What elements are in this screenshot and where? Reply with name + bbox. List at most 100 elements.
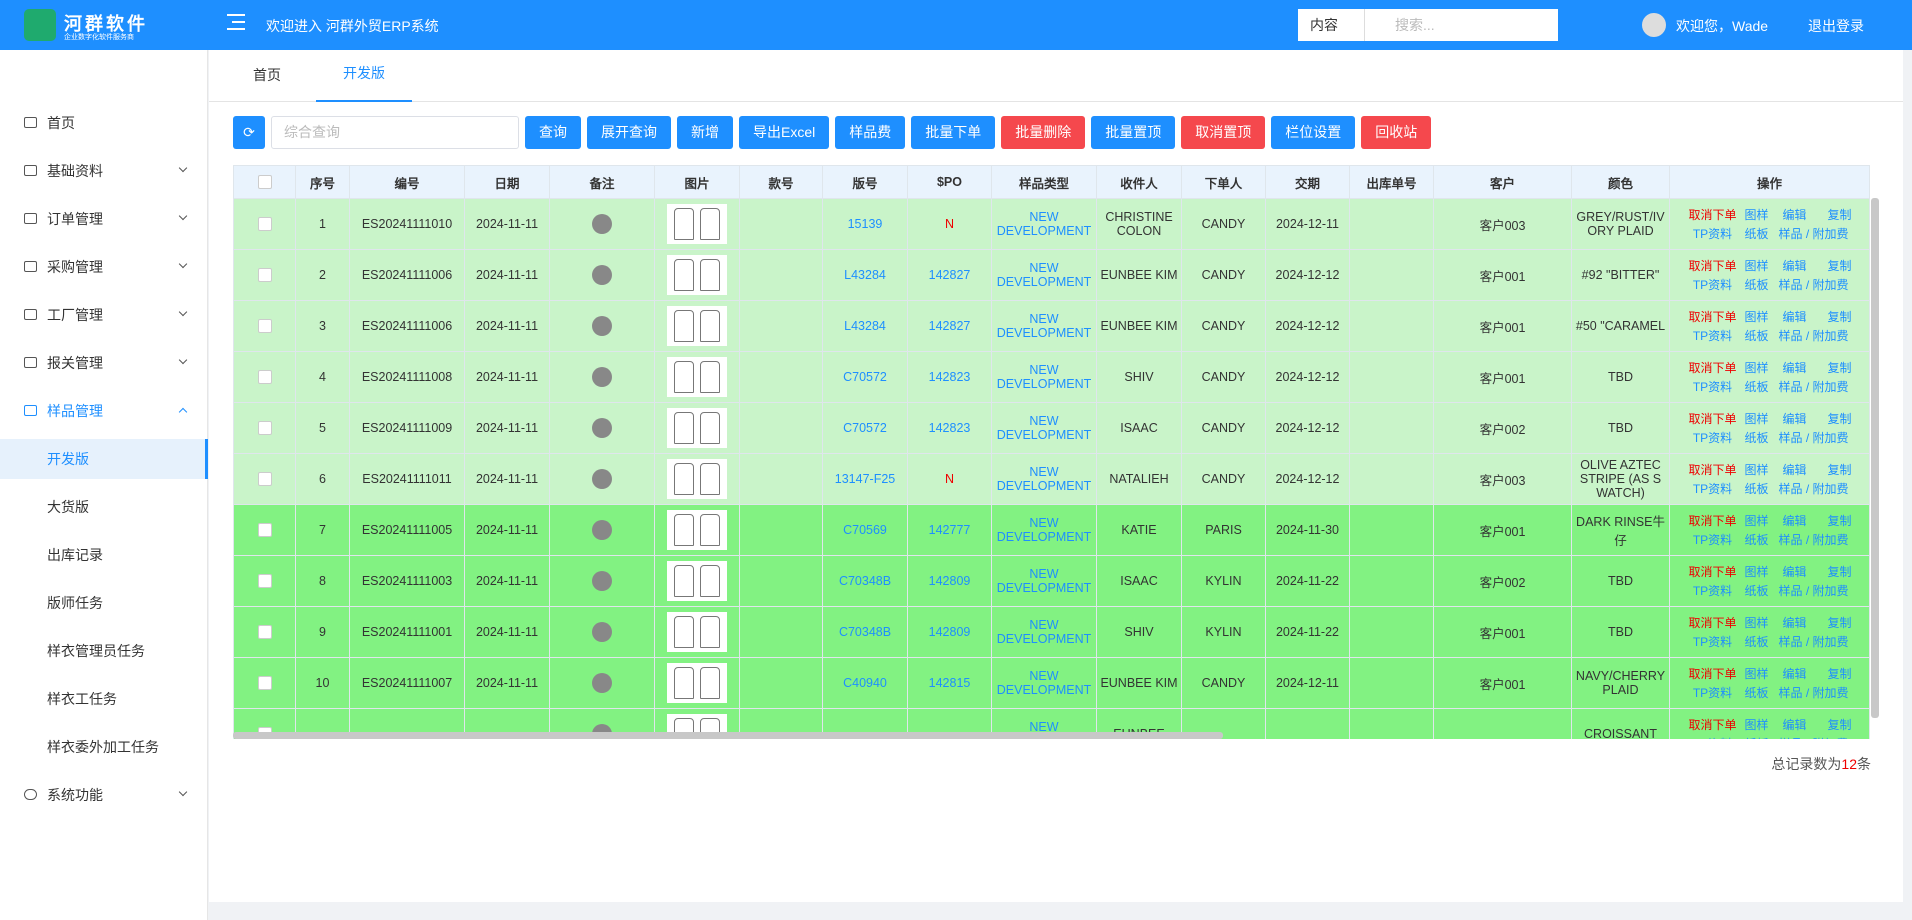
toolbar-button[interactable]: 查询 bbox=[525, 116, 581, 149]
op-link[interactable]: 样品 / 附加费 bbox=[1778, 227, 1849, 241]
op-link[interactable]: 样品 / 附加费 bbox=[1778, 533, 1849, 547]
checkbox[interactable] bbox=[257, 268, 272, 282]
op-link[interactable]: 编辑 bbox=[1782, 565, 1807, 579]
op-link[interactable]: 取消下单 bbox=[1688, 514, 1737, 528]
cell-type[interactable]: NEW DEVELOPMENT bbox=[991, 402, 1097, 454]
op-link[interactable]: 样品 / 附加费 bbox=[1776, 735, 1852, 739]
cell-po[interactable]: 142823 bbox=[907, 402, 992, 454]
checkbox[interactable] bbox=[257, 574, 272, 588]
op-link[interactable]: 纸板 bbox=[1744, 482, 1769, 496]
cell-type[interactable]: NEW DEVELOPMENT bbox=[991, 300, 1097, 352]
v-scrollbar[interactable] bbox=[1871, 198, 1879, 718]
op-link[interactable]: 编辑 bbox=[1782, 412, 1807, 426]
op-link[interactable]: TP资料 bbox=[1692, 380, 1733, 394]
cell-plate[interactable]: C70348B bbox=[822, 555, 908, 607]
op-link[interactable]: 样品 / 附加费 bbox=[1778, 482, 1849, 496]
toolbar-button[interactable]: 栏位设置 bbox=[1271, 116, 1356, 149]
op-link[interactable]: 取消下单 bbox=[1688, 208, 1737, 222]
cell-type[interactable]: NEW DEVELOPMENT bbox=[991, 351, 1097, 403]
toolbar-button[interactable]: 批量置顶 bbox=[1091, 116, 1176, 149]
op-link[interactable]: 纸板 bbox=[1744, 227, 1769, 241]
op-link[interactable]: 取消下单 bbox=[1688, 667, 1737, 681]
op-link[interactable]: 样品 / 附加费 bbox=[1778, 278, 1849, 292]
op-link[interactable]: 纸板 bbox=[1738, 735, 1776, 739]
checkbox[interactable] bbox=[257, 175, 272, 189]
menu-item[interactable]: 样品管理 bbox=[0, 391, 208, 431]
op-link[interactable]: 图样 bbox=[1744, 667, 1769, 681]
op-link[interactable]: TP资料 bbox=[1692, 431, 1733, 445]
op-link[interactable]: 取消下单 bbox=[1688, 310, 1737, 324]
cell-type[interactable]: NEW DEVELOPMENT bbox=[991, 504, 1097, 556]
cell-type[interactable]: NEW DEVELOPMENT bbox=[991, 198, 1097, 250]
op-link[interactable]: 图样 bbox=[1744, 208, 1769, 222]
menu-toggle[interactable] bbox=[227, 14, 245, 30]
checkbox[interactable] bbox=[257, 217, 272, 231]
op-link[interactable]: 图样 bbox=[1744, 463, 1769, 477]
cell-po[interactable]: 142809 bbox=[907, 606, 992, 658]
op-link[interactable]: 编辑 bbox=[1782, 616, 1807, 630]
op-link[interactable]: TP资料 bbox=[1692, 329, 1733, 343]
op-link[interactable]: 取消下单 bbox=[1688, 463, 1737, 477]
op-link[interactable]: 纸板 bbox=[1744, 533, 1769, 547]
op-link[interactable]: 复制 bbox=[1827, 412, 1852, 426]
op-link[interactable]: 纸板 bbox=[1744, 431, 1769, 445]
checkbox[interactable] bbox=[257, 370, 272, 384]
cell-po[interactable]: 142827 bbox=[907, 300, 992, 352]
refresh-button[interactable]: ⟳ bbox=[233, 116, 265, 149]
checkbox[interactable] bbox=[257, 319, 272, 333]
op-link[interactable]: 样品 / 附加费 bbox=[1778, 686, 1849, 700]
op-link[interactable]: 纸板 bbox=[1744, 380, 1769, 394]
cell-po[interactable]: 142827 bbox=[907, 249, 992, 301]
op-link[interactable]: 图样 bbox=[1744, 565, 1769, 579]
op-link[interactable]: 复制 bbox=[1827, 463, 1852, 477]
op-link[interactable]: TP资料 bbox=[1692, 482, 1733, 496]
toolbar-button[interactable]: 展开查询 bbox=[587, 116, 671, 149]
checkbox[interactable] bbox=[257, 421, 272, 435]
cell-plate[interactable]: C70569 bbox=[822, 504, 908, 556]
op-link[interactable]: 纸板 bbox=[1744, 584, 1769, 598]
op-link[interactable]: 纸板 bbox=[1744, 686, 1769, 700]
op-link[interactable]: 复制 bbox=[1827, 565, 1852, 579]
op-link[interactable]: 复制 bbox=[1827, 667, 1852, 681]
op-link[interactable]: 取消下单 bbox=[1688, 565, 1737, 579]
op-link[interactable]: 复制 bbox=[1827, 310, 1852, 324]
checkbox[interactable] bbox=[257, 676, 272, 690]
menu-item[interactable]: 基础资料 bbox=[0, 151, 208, 191]
op-link[interactable]: 复制 bbox=[1827, 361, 1852, 375]
op-link[interactable]: 图样 bbox=[1744, 514, 1769, 528]
op-link[interactable]: 编辑 bbox=[1782, 463, 1807, 477]
op-link[interactable]: 样品 / 附加费 bbox=[1778, 431, 1849, 445]
op-link[interactable]: TP资料 bbox=[1692, 686, 1733, 700]
op-link[interactable]: 编辑 bbox=[1782, 361, 1807, 375]
op-link[interactable]: 复制 bbox=[1827, 208, 1852, 222]
submenu-item[interactable]: 样衣管理员任务 bbox=[47, 643, 145, 659]
menu-item[interactable]: 采购管理 bbox=[0, 247, 208, 287]
cell-type[interactable]: NEW DEVELOPMENT bbox=[991, 555, 1097, 607]
menu-item[interactable]: 系统功能 bbox=[0, 775, 208, 815]
op-link[interactable]: 样品 / 附加费 bbox=[1778, 329, 1849, 343]
op-link[interactable]: 编辑 bbox=[1782, 310, 1807, 324]
cell-po[interactable]: 142823 bbox=[907, 351, 992, 403]
menu-item[interactable]: 订单管理 bbox=[0, 199, 208, 239]
menu-item[interactable]: 工厂管理 bbox=[0, 295, 208, 335]
cell-type[interactable]: NEW DEVELOPMENT bbox=[991, 249, 1097, 301]
toolbar-button[interactable]: 取消置顶 bbox=[1181, 116, 1266, 149]
op-link[interactable]: 编辑 bbox=[1782, 667, 1807, 681]
search-field[interactable]: 综合查询 bbox=[271, 116, 519, 149]
cell-plate[interactable]: 15139 bbox=[822, 198, 908, 250]
op-link[interactable]: 编辑 bbox=[1782, 514, 1807, 528]
toolbar-button[interactable]: 导出Excel bbox=[739, 116, 830, 149]
cell-type[interactable]: NEW DEVELOPMENT bbox=[991, 453, 1097, 505]
submenu-item[interactable]: 开发版 bbox=[0, 439, 208, 479]
op-link[interactable]: 样品 / 附加费 bbox=[1778, 635, 1849, 649]
checkbox[interactable] bbox=[257, 625, 272, 639]
op-link[interactable]: 复制 bbox=[1827, 259, 1852, 273]
op-link[interactable]: 取消下单 bbox=[1688, 361, 1737, 375]
menu-item[interactable]: 报关管理 bbox=[0, 343, 208, 383]
cell-type[interactable]: NEW DEVELOPMENT bbox=[991, 657, 1097, 709]
toolbar-button[interactable]: 新增 bbox=[677, 116, 733, 149]
cell-po[interactable]: 142815 bbox=[907, 657, 992, 709]
cell-plate[interactable]: L43284 bbox=[822, 249, 908, 301]
op-link[interactable]: 图样 bbox=[1744, 412, 1769, 426]
op-link[interactable]: 编辑 bbox=[1782, 718, 1807, 732]
